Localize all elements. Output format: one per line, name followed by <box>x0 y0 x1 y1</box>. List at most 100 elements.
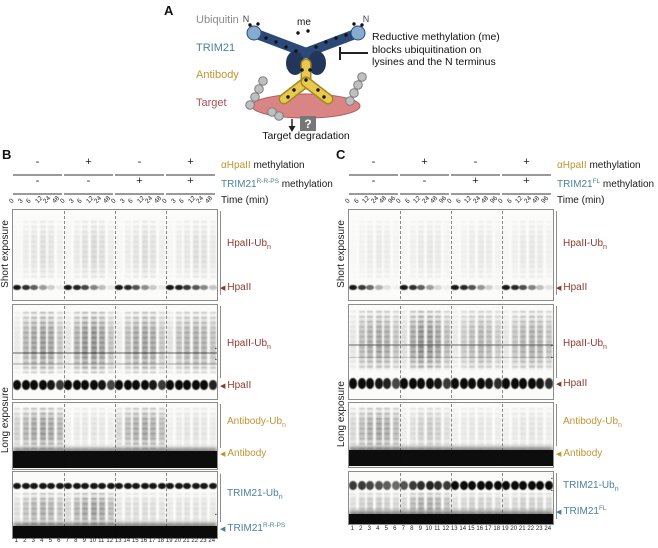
lane-number: 19 <box>501 526 509 532</box>
lane-number: 16 <box>140 538 148 544</box>
protein-band <box>21 482 30 490</box>
gel-lane <box>115 305 124 399</box>
panel-b-letter: B <box>2 147 12 162</box>
bracket <box>556 404 557 446</box>
ubiquitin-smear <box>528 220 535 281</box>
condition-overline <box>451 193 500 195</box>
bracket <box>220 306 221 378</box>
gel-lane <box>357 305 366 399</box>
ubiquitin-smear <box>56 311 63 373</box>
lane-group-separator <box>451 473 452 523</box>
ubiquitin-smear <box>31 311 38 373</box>
ubiquitin-smear <box>511 310 518 371</box>
ubiquitin-smear <box>358 310 365 371</box>
condition-target: αHpaII <box>557 160 587 171</box>
ubiquitin-smear <box>31 408 38 450</box>
gel-lane <box>417 210 426 300</box>
gel-lane <box>349 403 357 467</box>
ubiquitin-smear <box>494 492 501 514</box>
gel-lane <box>157 472 166 538</box>
gel-lane <box>72 472 81 538</box>
lane-group-separator <box>451 404 452 466</box>
ubiquitin-smear <box>192 493 199 525</box>
protein-band <box>459 284 468 291</box>
gel-lane <box>468 403 476 467</box>
arrowhead-icon: ◀ <box>556 509 562 516</box>
protein-band <box>527 378 536 389</box>
gel-lane <box>493 305 502 399</box>
protein-band <box>115 380 124 390</box>
protein-band <box>459 378 468 389</box>
condition-overline <box>451 174 500 176</box>
saturated-band <box>13 526 217 538</box>
gel-blot-b-hpaii-long <box>12 304 218 400</box>
gel-lane <box>502 210 511 300</box>
protein-band <box>374 378 383 389</box>
time-tick-label: 3 <box>16 197 25 205</box>
background-band-line <box>349 344 553 346</box>
gel-lane <box>459 472 468 524</box>
gel-lane <box>476 210 485 300</box>
protein-band <box>89 380 98 390</box>
condition-symbol: - <box>137 156 142 168</box>
time-tick-label: 6 <box>352 197 361 205</box>
gel-lane <box>183 305 192 399</box>
gel-label-trim21-ubn: TRIM21-Ubn <box>563 480 619 493</box>
time-tick-label: 3 <box>118 197 127 205</box>
lane-number: 18 <box>493 526 501 532</box>
gel-lane <box>89 305 98 399</box>
protein-band <box>408 378 417 389</box>
annotation-line-1: Reductive methylation (me) <box>372 31 500 43</box>
inhibition-tbar-line <box>339 52 368 54</box>
lane-group-separator <box>64 211 65 299</box>
protein-band <box>442 284 451 291</box>
ubiquitin-smear <box>90 220 97 281</box>
ubiquitin-smear <box>133 220 140 281</box>
trim21-arm-right <box>295 28 363 60</box>
protein-band <box>38 482 47 490</box>
lane-number: 12 <box>442 526 450 532</box>
gel-lane <box>38 210 47 300</box>
gel-lane <box>30 305 39 399</box>
protein-band <box>536 480 545 491</box>
gel-lane <box>98 472 107 538</box>
protein-band <box>132 284 141 291</box>
protein-band <box>140 380 149 390</box>
protein-band <box>174 482 183 490</box>
arrowhead-icon: ◀ <box>556 451 562 458</box>
background-band-line <box>13 352 217 354</box>
protein-band <box>208 482 217 490</box>
ubiquitin-smear <box>73 408 80 450</box>
lane-number: 15 <box>467 526 475 532</box>
protein-band <box>417 378 426 389</box>
gel-blot-b-antibody <box>12 402 218 470</box>
ubiquitin-smear <box>537 492 544 514</box>
ubiquitin-smear <box>209 311 216 373</box>
time-tick-label: 6 <box>178 197 186 205</box>
protein-band <box>408 284 417 291</box>
ubiquitin-smear <box>167 408 174 450</box>
gel-lane <box>132 210 141 300</box>
protein-band <box>64 380 73 390</box>
ubiquitin-smear <box>65 493 72 525</box>
ubiquitin-smear <box>99 493 106 525</box>
annotation-line-2: blocks ubiquitination on <box>372 43 482 56</box>
ubiquitin-smear <box>435 408 442 450</box>
gel-lane <box>140 305 149 399</box>
gel-lane <box>349 210 358 300</box>
gel-label-hpaii-ubn: HpaII-Ubn <box>563 338 607 351</box>
ubiquitin-smear <box>350 492 357 514</box>
lane-number: 24 <box>208 538 216 544</box>
protein-band <box>106 284 115 291</box>
gel-lane <box>149 210 158 300</box>
ubiquitin-smear <box>528 310 535 371</box>
lane-group-separator <box>400 211 401 299</box>
protein-band <box>383 480 392 491</box>
lane-number: 23 <box>535 526 543 532</box>
gel-lane <box>536 403 544 467</box>
protein-band <box>357 284 366 291</box>
ubiquitin-smear <box>426 310 433 371</box>
gel-blot-b-trim21 <box>12 471 218 539</box>
protein-band <box>149 482 158 490</box>
gel-lane <box>123 210 132 300</box>
